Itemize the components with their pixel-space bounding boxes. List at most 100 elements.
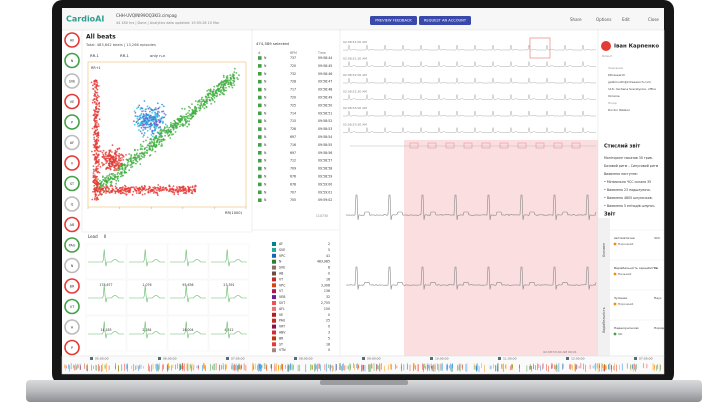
profile-role: Клієнт xyxy=(602,54,612,58)
beat-cell: 09:58:44 xyxy=(318,56,332,60)
filter-ring[interactable] xyxy=(64,257,80,274)
preview-feedback-button[interactable] xyxy=(370,16,417,25)
scatter-dot xyxy=(97,167,99,170)
scatter-dot xyxy=(191,185,194,188)
beat-cell: 697 xyxy=(290,151,296,155)
scatter-dot xyxy=(144,117,147,120)
beat-marker xyxy=(499,142,509,149)
class-swatch xyxy=(272,342,276,347)
filter-ring[interactable] xyxy=(64,278,80,294)
filter-ring[interactable] xyxy=(64,73,80,89)
scatter-dot xyxy=(180,123,183,126)
timeline-time: 12:00:00 xyxy=(571,357,585,361)
scatter-dot xyxy=(115,182,117,185)
scatter-dot xyxy=(93,109,95,111)
filter-ring[interactable] xyxy=(64,319,80,335)
beat-cell: 728 xyxy=(290,80,296,84)
tab[interactable]: RR-1 xyxy=(120,53,129,58)
filter-ring[interactable] xyxy=(64,134,80,151)
filter-ring[interactable] xyxy=(64,114,80,130)
scatter-dot xyxy=(149,126,152,129)
class-name: AF xyxy=(279,242,283,246)
scatter-dot xyxy=(156,131,159,134)
menu-item[interactable]: Close xyxy=(648,17,659,22)
class-count: 25 xyxy=(326,319,330,323)
filter-ring[interactable] xyxy=(64,93,80,110)
beat-cell: 09:58:57 xyxy=(318,159,332,163)
scatter-dot xyxy=(169,137,172,139)
scatter-dot xyxy=(140,107,143,109)
scatter-dot xyxy=(130,164,133,166)
scatter-dot xyxy=(96,128,99,131)
filter-ring[interactable] xyxy=(64,339,80,356)
menu-item[interactable]: Share xyxy=(570,17,582,22)
request-account-button[interactable] xyxy=(419,16,471,25)
filter-ring[interactable] xyxy=(64,175,80,192)
scatter-dot xyxy=(101,187,104,190)
scatter-dot xyxy=(139,163,142,165)
scatter-dot xyxy=(146,126,149,129)
scatter-dot xyxy=(158,133,161,136)
scatter-dot xyxy=(146,136,149,139)
scatter-dot xyxy=(128,153,131,155)
button-label[interactable]: REQUEST AN ACCOUNT xyxy=(424,19,467,23)
filter-ring[interactable] xyxy=(64,237,80,253)
scatter-dot xyxy=(187,188,190,191)
scatter-dot xyxy=(183,189,185,192)
filter-ring[interactable] xyxy=(64,196,80,212)
scatter-dot xyxy=(141,152,143,155)
scatter-dot xyxy=(200,102,203,105)
scatter-dot xyxy=(177,193,180,196)
scatter-dot xyxy=(147,107,150,110)
scatter-dot xyxy=(222,89,225,91)
scatter-dot xyxy=(119,190,122,193)
scatter-dot xyxy=(116,148,119,151)
beat-cell: 09:58:45 xyxy=(318,64,332,68)
scatter-dot xyxy=(139,114,141,117)
beat-marker xyxy=(535,142,545,149)
scatter-dot xyxy=(149,123,151,126)
tab[interactable]: only n-n xyxy=(150,53,166,58)
filter-ring[interactable] xyxy=(64,155,80,171)
class-swatch xyxy=(272,295,276,300)
scatter-dot xyxy=(106,175,109,177)
filter-ring[interactable] xyxy=(64,298,80,315)
scatter-dot xyxy=(116,169,118,172)
scatter-dot xyxy=(213,93,216,96)
scatter-dot xyxy=(95,178,97,180)
class-count: 2 xyxy=(328,242,330,246)
filter-ring[interactable] xyxy=(64,32,80,48)
scatter-dot xyxy=(168,126,171,129)
scatter-dot xyxy=(95,152,98,155)
scatter-dot xyxy=(141,193,144,196)
ecg-trace xyxy=(345,266,597,290)
button-label[interactable]: PREVIEW FEEDBACK xyxy=(375,19,412,23)
scatter-dot xyxy=(144,147,147,149)
tab[interactable]: RR-1 xyxy=(90,53,99,58)
scatter-dot xyxy=(169,128,172,131)
beat-cell: N xyxy=(264,143,267,147)
filter-ring[interactable] xyxy=(64,52,80,69)
scatter-dot xyxy=(140,126,143,129)
filter-ring[interactable] xyxy=(64,216,80,233)
scatter-dot xyxy=(116,154,118,157)
menu-item[interactable]: Edit xyxy=(622,17,630,22)
scatter-dot xyxy=(158,111,161,114)
scatter-dot xyxy=(185,192,188,195)
template-cell xyxy=(167,279,209,316)
menu-item[interactable]: Options xyxy=(596,17,611,22)
scatter-dot xyxy=(189,117,192,120)
scatter-dot xyxy=(174,120,176,123)
beat-cell: N xyxy=(264,96,267,100)
class-count: 41 xyxy=(326,254,330,258)
scatter-dot xyxy=(155,136,157,139)
class-name: SVT xyxy=(279,301,285,305)
scatter-dot xyxy=(99,189,102,192)
scatter-dot xyxy=(197,101,199,103)
scatter-dot xyxy=(94,132,97,135)
scatter-dot xyxy=(222,93,225,96)
scatter-dot xyxy=(143,120,146,123)
scatter-dot xyxy=(157,184,160,186)
scatter-dot xyxy=(119,168,121,171)
scatter-dot xyxy=(96,82,99,84)
